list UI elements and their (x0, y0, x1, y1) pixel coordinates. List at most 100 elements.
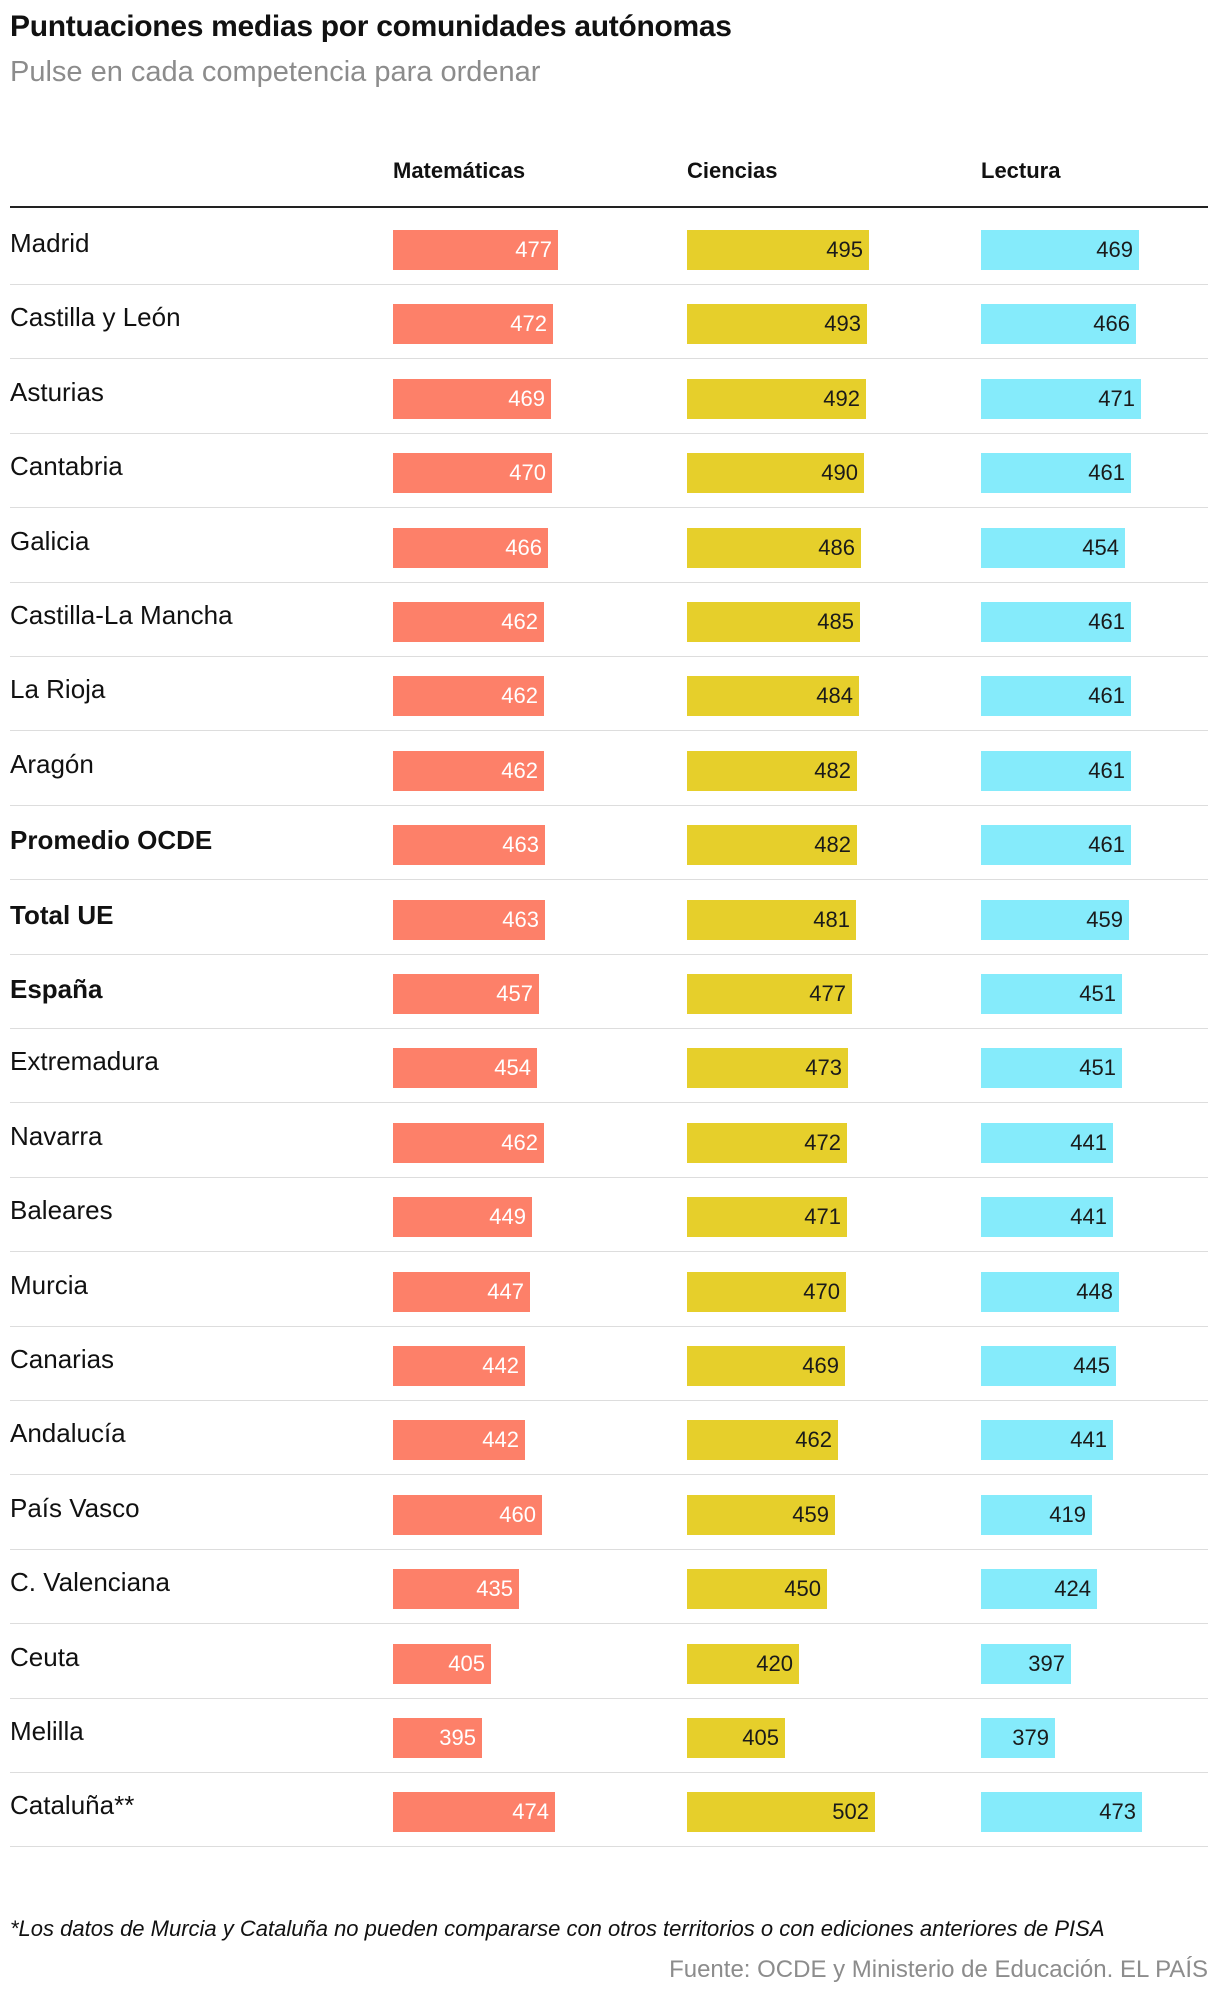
row-label: Ceuta (10, 1641, 80, 1672)
table-row: Asturias 469 492 471 (10, 357, 1208, 434)
table-row: Madrid 477 495 469 (10, 208, 1208, 285)
bar-lectura: 424 (981, 1569, 1097, 1610)
bar-value-label: 469 (802, 1353, 839, 1378)
bar-lectura: 473 (981, 1792, 1142, 1833)
row-label: Canarias (10, 1344, 115, 1374)
column-header-lectura[interactable]: Lectura (981, 158, 1061, 183)
bar-matematicas: 469 (393, 378, 551, 419)
row-label: Galicia (10, 525, 90, 556)
bar-value-label: 466 (505, 534, 542, 560)
bar-value-label: 445 (1073, 1353, 1110, 1378)
row-label: Navarra (10, 1120, 103, 1151)
table-row: Ceuta 405 420 397 (10, 1622, 1208, 1699)
bar-lectura: 445 (981, 1346, 1116, 1386)
bar-value-label: 461 (1088, 683, 1125, 709)
bar-matematicas: 463 (393, 899, 545, 940)
bar-ciencias: 482 (687, 750, 857, 791)
bar-lectura: 451 (981, 1048, 1122, 1089)
bar-lectura: 454 (981, 527, 1125, 568)
table-row: Cataluña** 474 502 473 (10, 1770, 1208, 1848)
bar-value-label: 397 (1028, 1650, 1065, 1676)
bar-value-label: 471 (1098, 385, 1135, 411)
bar-value-label: 451 (1079, 1055, 1116, 1081)
bar-ciencias: 473 (687, 1048, 848, 1089)
bar-ciencias: 462 (687, 1420, 838, 1461)
bar-ciencias: 485 (687, 602, 860, 642)
bar-value-label: 462 (501, 683, 538, 709)
bar-ciencias: 490 (687, 453, 864, 494)
bar-value-label: 451 (1079, 981, 1116, 1006)
bar-lectura: 461 (981, 602, 1131, 642)
bar-lectura: 419 (981, 1494, 1092, 1535)
bar-value-label: 460 (499, 1501, 536, 1527)
table-row: Castilla-La Mancha 462 485 461 (10, 580, 1208, 657)
bar-value-label: 470 (509, 460, 546, 486)
bar-matematicas: 454 (393, 1048, 537, 1089)
row-label: Castilla-La Mancha (10, 600, 233, 630)
bar-matematicas: 472 (393, 304, 553, 345)
bar-matematicas: 462 (393, 750, 544, 791)
row-label: C. Valenciana (10, 1567, 170, 1598)
footnote: *Los datos de Murcia y Cataluña no puede… (10, 1916, 1105, 1941)
bar-matematicas: 435 (393, 1569, 519, 1610)
bar-value-label: 454 (494, 1055, 531, 1081)
bar-value-label: 471 (804, 1204, 841, 1230)
bar-ciencias: 459 (687, 1494, 835, 1535)
bar-value-label: 482 (814, 832, 851, 858)
row-label: Promedio OCDE (10, 825, 213, 856)
bar-value-label: 473 (1099, 1799, 1136, 1825)
bar-ciencias: 495 (687, 230, 869, 270)
table-row: C. Valenciana 435 450 424 (10, 1547, 1208, 1625)
bar-value-label: 450 (784, 1576, 821, 1602)
bar-matematicas: 395 (393, 1718, 482, 1758)
table-row: Murcia 447 470 448 (10, 1250, 1208, 1327)
bar-ciencias: 450 (687, 1569, 827, 1610)
bar-value-label: 457 (496, 981, 533, 1006)
bar-value-label: 462 (501, 609, 538, 634)
bar-lectura: 461 (981, 676, 1131, 717)
table-row: Galicia 466 486 454 (10, 506, 1208, 583)
bar-value-label: 463 (502, 906, 539, 932)
bar-value-label: 447 (487, 1278, 524, 1304)
bar-value-label: 461 (1088, 609, 1125, 634)
bar-value-label: 470 (803, 1278, 840, 1304)
bar-value-label: 441 (1070, 1129, 1107, 1155)
row-label: País Vasco (10, 1492, 140, 1523)
bar-lectura: 459 (981, 899, 1129, 940)
bar-value-label: 449 (489, 1204, 526, 1230)
bar-matematicas: 463 (393, 825, 545, 866)
row-label: Andalucía (10, 1418, 126, 1449)
table-row: España 457 477 451 (10, 952, 1208, 1029)
bar-matematicas: 477 (393, 230, 558, 270)
bar-ciencias: 420 (687, 1643, 799, 1684)
bar-value-label: 459 (1086, 906, 1123, 932)
table-row: País Vasco 460 459 419 (10, 1473, 1208, 1550)
row-label: Madrid (10, 228, 90, 258)
bar-ciencias: 405 (687, 1718, 785, 1758)
bar-ciencias: 470 (687, 1271, 846, 1312)
bar-value-label: 484 (816, 683, 853, 709)
bar-matematicas: 449 (393, 1197, 532, 1238)
column-header-ciencias[interactable]: Ciencias (687, 158, 778, 183)
table-row: Baleares 449 471 441 (10, 1175, 1208, 1253)
bar-matematicas: 405 (393, 1643, 491, 1684)
bar-ciencias: 492 (687, 378, 866, 419)
bar-value-label: 405 (448, 1650, 485, 1676)
bar-value-label: 454 (1082, 534, 1119, 560)
bar-value-label: 474 (512, 1799, 549, 1825)
bar-value-label: 477 (515, 237, 552, 262)
bar-lectura: 441 (981, 1197, 1113, 1238)
bar-value-label: 441 (1070, 1427, 1107, 1453)
bar-value-label: 469 (1096, 237, 1133, 262)
bar-value-label: 379 (1012, 1725, 1049, 1750)
row-label: Castilla y León (10, 302, 181, 333)
bar-ciencias: 493 (687, 304, 867, 345)
bar-value-label: 442 (482, 1353, 519, 1378)
column-header-matematicas[interactable]: Matemáticas (393, 158, 526, 183)
bar-ciencias: 472 (687, 1122, 847, 1163)
bar-value-label: 461 (1088, 757, 1125, 783)
bar-ciencias: 471 (687, 1197, 847, 1238)
row-label: Baleares (10, 1195, 113, 1226)
bar-lectura: 451 (981, 974, 1122, 1014)
bar-value-label: 477 (809, 981, 846, 1006)
